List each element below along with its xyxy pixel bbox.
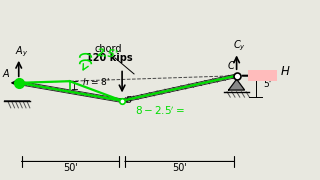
Text: $8-2.5'=$: $8-2.5'=$ xyxy=(135,105,185,117)
Text: $A_y$: $A_y$ xyxy=(15,45,28,59)
Text: $C_y$: $C_y$ xyxy=(233,38,246,53)
Text: 50': 50' xyxy=(172,163,187,173)
Text: 5': 5' xyxy=(264,80,272,89)
Text: $H$: $H$ xyxy=(280,65,290,78)
Text: $A$: $A$ xyxy=(2,68,10,80)
Text: 2.5': 2.5' xyxy=(97,48,119,60)
Polygon shape xyxy=(229,79,244,90)
Text: 120 kips: 120 kips xyxy=(86,53,133,62)
Text: chord: chord xyxy=(95,44,122,54)
Text: $B$: $B$ xyxy=(125,93,133,105)
Text: $h$ = 8': $h$ = 8' xyxy=(82,76,111,87)
FancyBboxPatch shape xyxy=(248,70,277,81)
Text: 50': 50' xyxy=(63,163,78,173)
Text: $C$: $C$ xyxy=(228,59,236,71)
